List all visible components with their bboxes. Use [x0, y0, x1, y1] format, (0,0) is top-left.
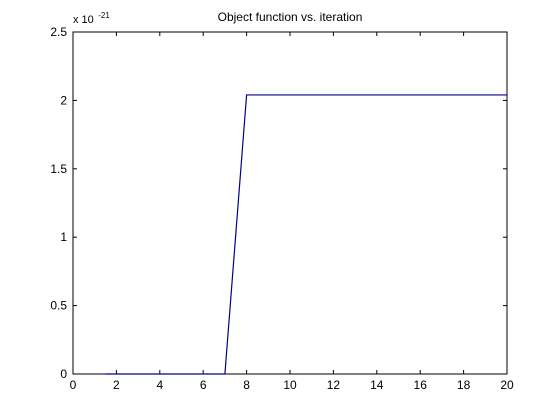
- y-tick-label: 0.5: [50, 299, 67, 313]
- y-tick-label: 2.5: [50, 25, 67, 39]
- x-tick-label: 12: [327, 378, 341, 392]
- x-tick-label: 8: [243, 378, 250, 392]
- x-tick-label: 18: [457, 378, 471, 392]
- y-tick-label: 1.5: [50, 162, 67, 176]
- series-layer: [105, 94, 507, 375]
- y-tick-label: 2: [60, 93, 67, 107]
- x-tick-label: 6: [200, 378, 207, 392]
- x-tick-label: 10: [283, 378, 297, 392]
- x-tick-label: 14: [370, 378, 384, 392]
- y-axis-exponent-label: x 10 -21: [73, 10, 110, 27]
- series-line: [105, 94, 507, 375]
- y-exponent-base: x 10: [73, 14, 94, 26]
- x-tick-label: 0: [70, 378, 77, 392]
- x-tick-label: 20: [500, 378, 514, 392]
- axes-frame: [72, 31, 508, 375]
- y-tick-label: 1: [60, 230, 67, 244]
- axes-box: [72, 31, 508, 375]
- x-tick-label: 2: [113, 378, 120, 392]
- x-ticks: 0 2 4 6 8 10 12 14 16 18 20: [70, 32, 514, 392]
- y-exponent-power: -21: [98, 11, 110, 20]
- y-ticks: 0 0.5 1 1.5 2 2.5: [50, 25, 507, 381]
- x-tick-label: 4: [156, 378, 163, 392]
- y-tick-label: 0: [60, 367, 67, 381]
- chart-title: Object function vs. iteration: [218, 10, 363, 24]
- x-tick-label: 16: [414, 378, 428, 392]
